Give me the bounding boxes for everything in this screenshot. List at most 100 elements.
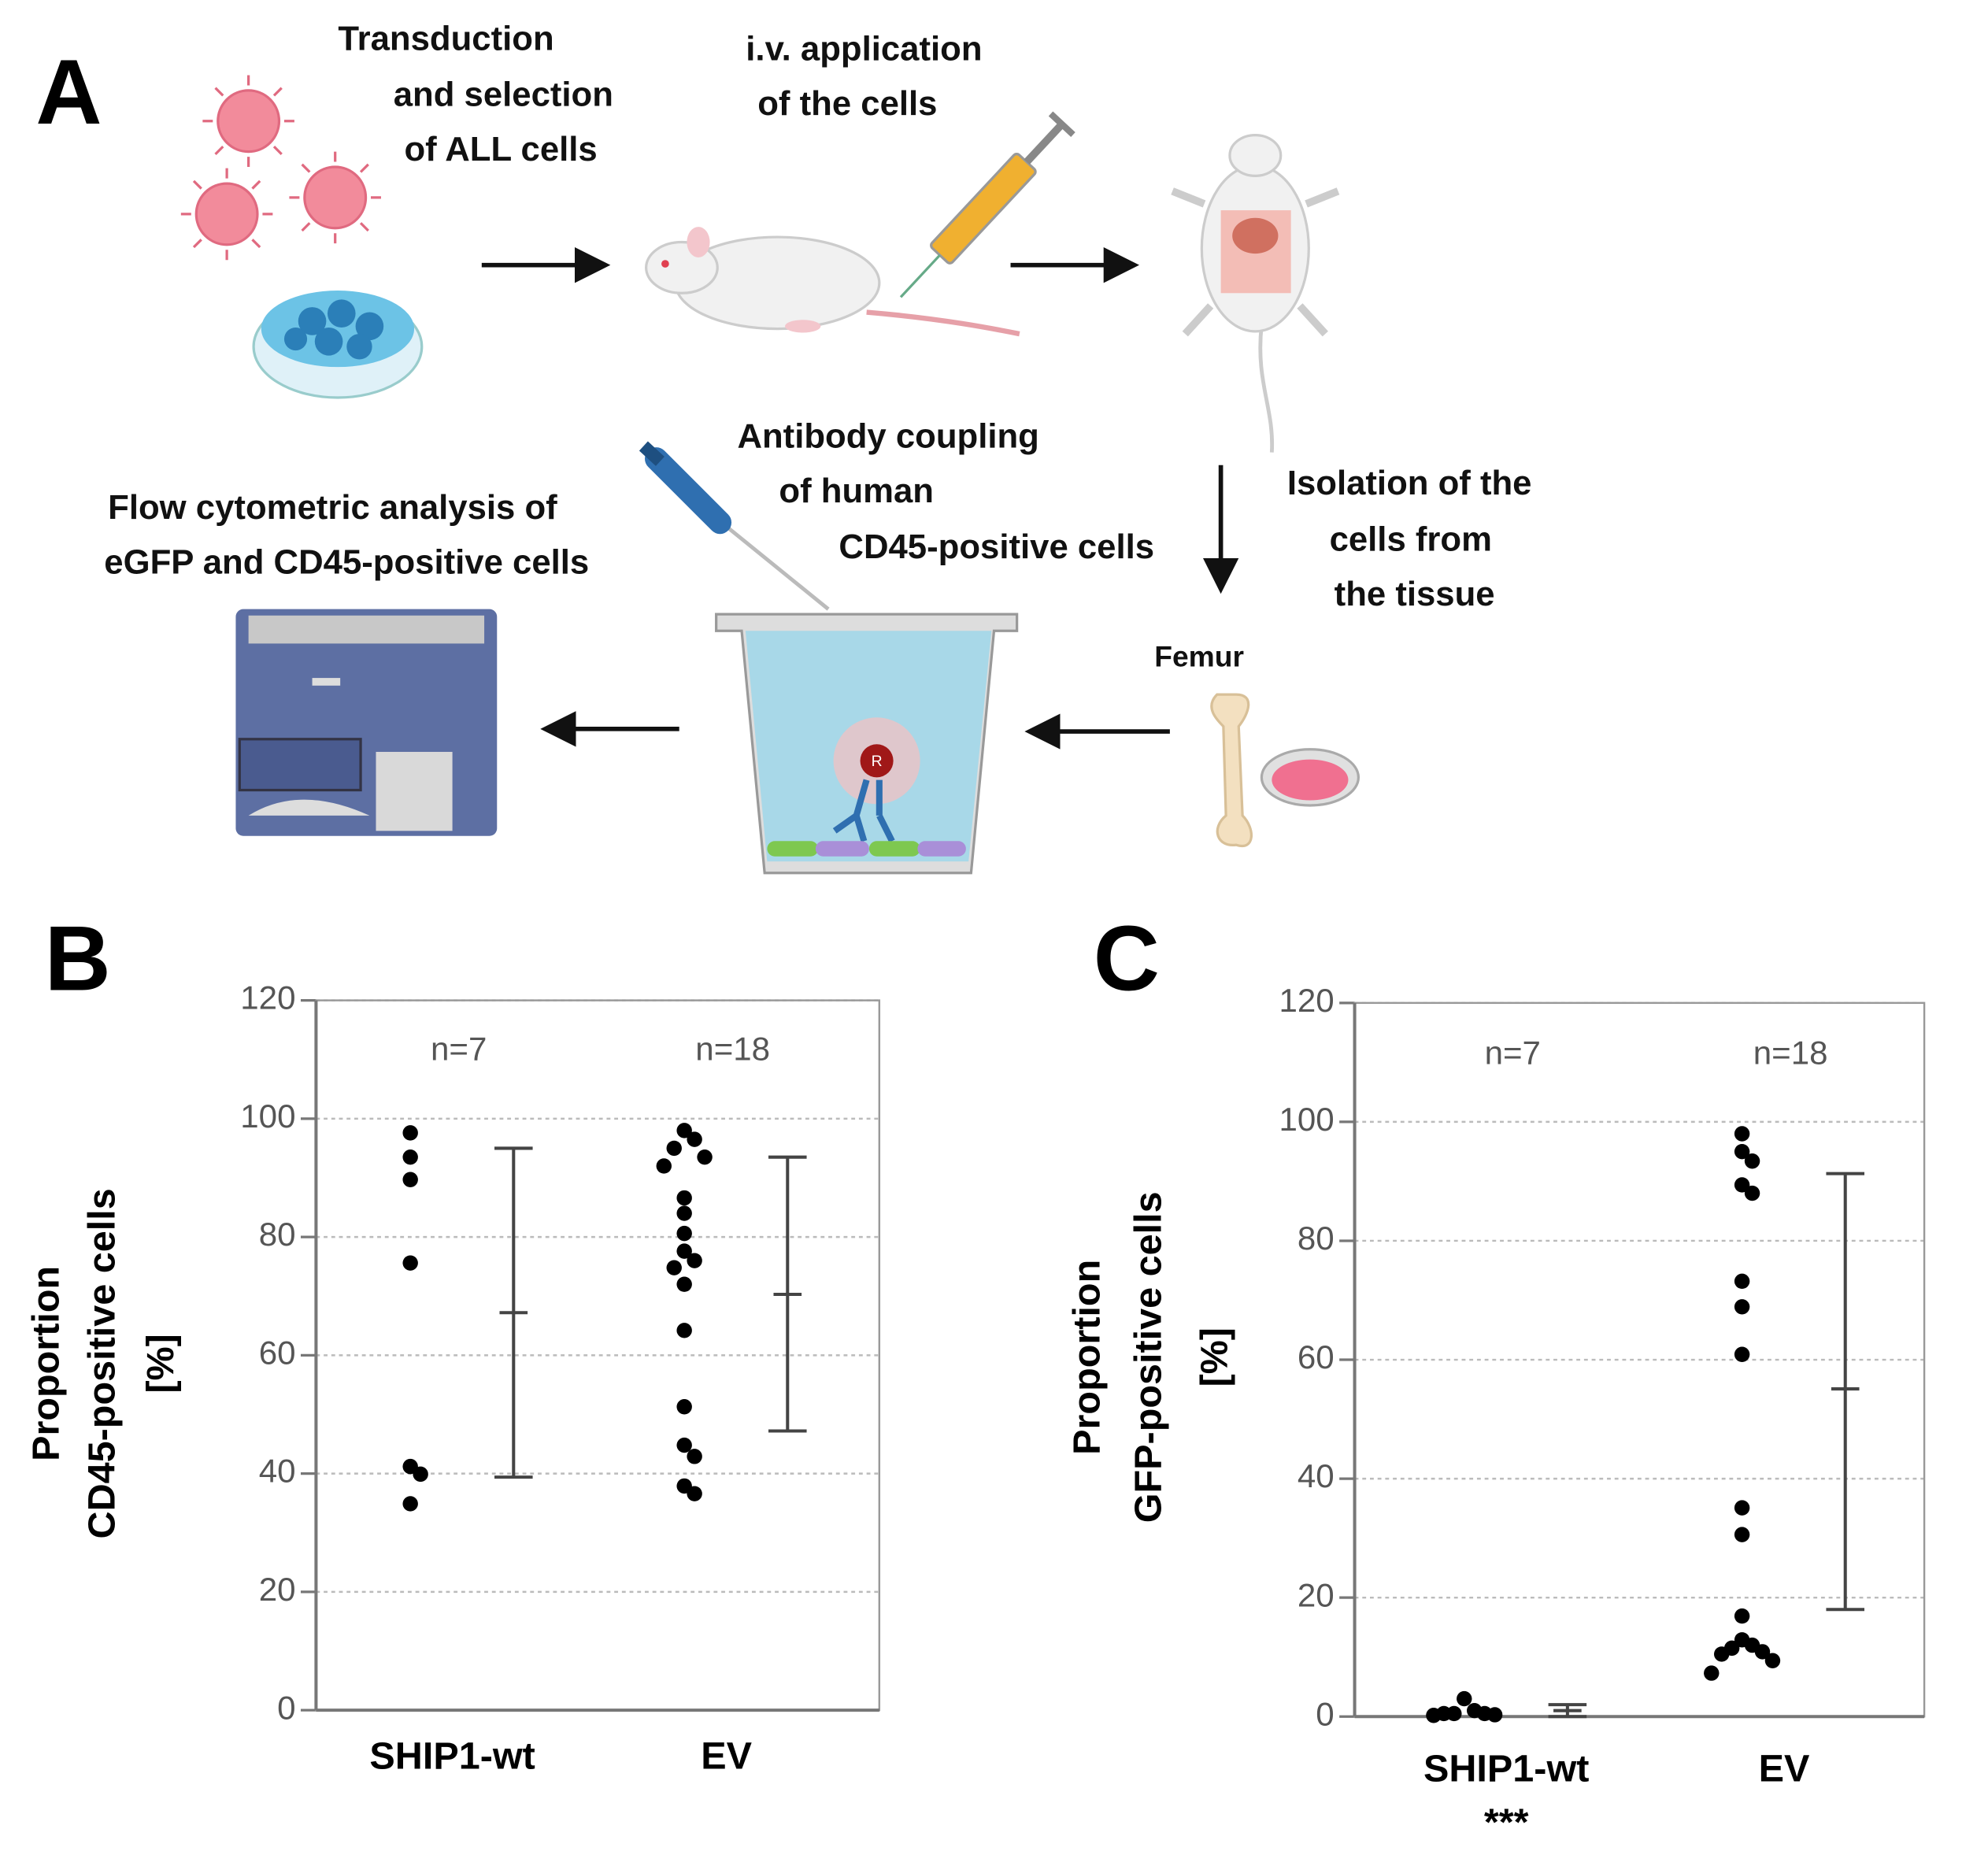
axis-title: [%] [139, 1334, 182, 1393]
step-label: of human [779, 472, 934, 510]
data-point [687, 1486, 702, 1501]
data-point [676, 1399, 692, 1415]
panel-label: B [45, 908, 111, 1010]
step-label: of ALL cells [405, 130, 598, 168]
y-tick-label: 60 [259, 1334, 296, 1371]
data-point [676, 1437, 692, 1453]
data-point [676, 1205, 692, 1221]
step-label: and selection [394, 76, 613, 114]
y-tick-label: 80 [1298, 1220, 1335, 1257]
y-tick-label: 0 [277, 1689, 295, 1726]
step-label: the tissue [1335, 575, 1495, 613]
y-tick-label: 60 [1298, 1338, 1335, 1375]
data-point [656, 1158, 672, 1174]
x-tick-label: EV [701, 1734, 752, 1777]
axis-title: Proportion [24, 1266, 67, 1461]
data-point [402, 1255, 418, 1271]
annotation: n=7 [431, 1030, 487, 1067]
step-label: i.v. application [746, 29, 982, 68]
data-point [402, 1172, 418, 1187]
y-tick-label: 20 [259, 1571, 296, 1608]
data-point [676, 1243, 692, 1259]
data-point [1734, 1608, 1750, 1624]
annotation: n=18 [695, 1030, 770, 1067]
step-label: Transduction [338, 19, 553, 57]
data-point [1734, 1299, 1750, 1315]
annotation: n=7 [1485, 1034, 1541, 1071]
mouse [645, 227, 1020, 337]
data-point [676, 1190, 692, 1206]
data-point [1734, 1177, 1750, 1193]
step-label: eGFP and CD45-positive cells [104, 543, 589, 582]
panel-label: A [35, 41, 102, 143]
y-tick-label: 80 [259, 1216, 296, 1253]
data-point [402, 1496, 418, 1512]
data-point [1714, 1646, 1730, 1662]
arrows [481, 247, 1239, 750]
step-label: of the cells [757, 84, 937, 123]
axis-title: Proportion [1066, 1260, 1109, 1455]
data-point [687, 1253, 702, 1268]
axis-title: CD45-positive cells [81, 1188, 124, 1538]
axis-title: GFP-positive cells [1127, 1191, 1169, 1523]
y-tick-label: 20 [1298, 1576, 1335, 1613]
y-tick-label: 120 [240, 979, 295, 1016]
data-point [1486, 1707, 1503, 1723]
data-point [402, 1125, 418, 1141]
pipette [639, 441, 830, 611]
data-point [1764, 1653, 1781, 1668]
data-point [1734, 1273, 1750, 1290]
data-point [1734, 1527, 1750, 1542]
data-point [1704, 1665, 1720, 1681]
y-tick-label: 0 [1316, 1695, 1334, 1732]
culture-dish [252, 291, 424, 399]
x-tick-label: SHIP1-wt [1423, 1748, 1589, 1790]
data-point [1734, 1500, 1750, 1516]
step-label: Antibody coupling [737, 416, 1038, 455]
y-tick-label: 40 [1298, 1457, 1335, 1494]
well: R [715, 613, 1019, 875]
data-point [676, 1225, 692, 1242]
data-point [1457, 1690, 1472, 1707]
virus-icons [180, 75, 381, 261]
data-point [402, 1149, 418, 1165]
femur [1210, 693, 1361, 848]
y-tick-label: 40 [259, 1453, 296, 1490]
data-point [1754, 1644, 1771, 1660]
y-tick-label: 120 [1279, 982, 1334, 1019]
y-tick-label: 100 [1279, 1101, 1334, 1138]
icon-letter: R [872, 753, 883, 770]
y-tick-label: 100 [240, 1098, 295, 1135]
data-point [676, 1323, 692, 1338]
x-tick-label: SHIP1-wt [369, 1734, 535, 1777]
data-point [676, 1276, 692, 1292]
data-point [666, 1260, 682, 1275]
data-point [687, 1449, 702, 1464]
x-tick-label: EV [1759, 1748, 1810, 1790]
step-label: cells from [1330, 520, 1492, 558]
data-point [1734, 1126, 1750, 1142]
significance: *** [1484, 1801, 1529, 1844]
panel-label: C [1094, 908, 1160, 1010]
dissected-mouse [1171, 133, 1340, 453]
step-label: Isolation of the [1287, 464, 1532, 502]
data-point [697, 1149, 713, 1165]
data-point [1744, 1185, 1760, 1201]
annotation: n=18 [1753, 1034, 1828, 1071]
femur-label: Femur [1154, 640, 1244, 673]
step-label: Flow cytometric analysis of [108, 488, 557, 527]
data-point [1744, 1153, 1760, 1169]
data-point [1426, 1708, 1442, 1723]
data-point [666, 1140, 682, 1157]
data-point [1734, 1143, 1750, 1160]
step-label: CD45-positive cells [839, 528, 1154, 566]
flow-cytometer [235, 609, 498, 836]
data-point [676, 1123, 692, 1138]
axis-title: [%] [1194, 1327, 1236, 1386]
data-point [1734, 1346, 1750, 1362]
syringe [899, 111, 1075, 298]
data-point [413, 1466, 428, 1483]
data-point [687, 1131, 702, 1147]
